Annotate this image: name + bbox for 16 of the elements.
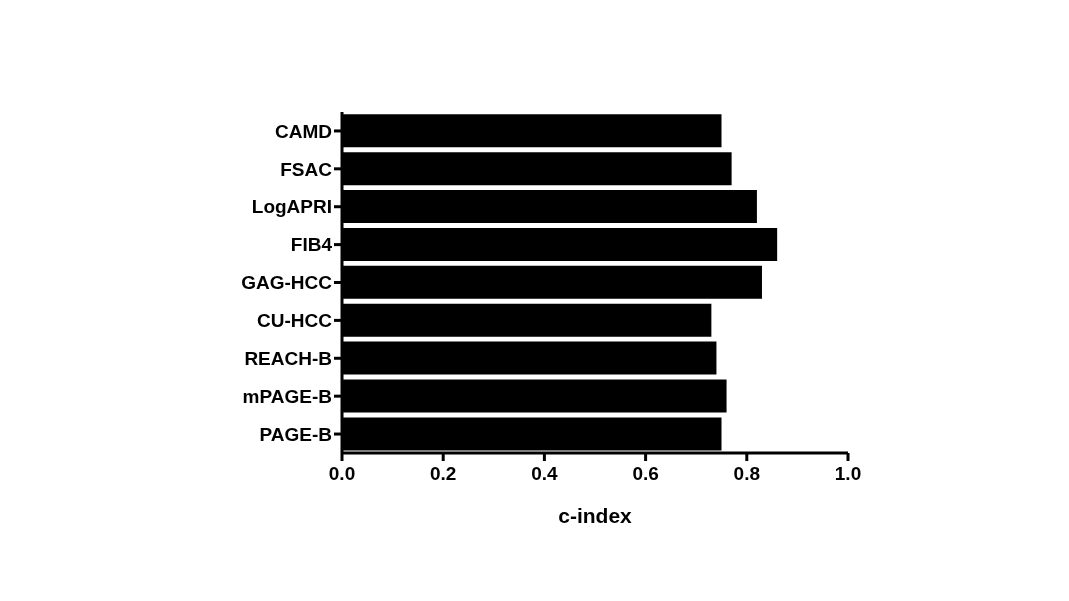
y-tick-label: CAMD	[275, 120, 332, 142]
y-tick-label: GAG-HCC	[241, 272, 333, 294]
y-tick-label: REACH-B	[244, 348, 332, 370]
x-tick-label: 0.6	[632, 463, 659, 485]
y-tick-label: FSAC	[280, 158, 333, 180]
y-tick-label: FIB4	[290, 234, 333, 256]
x-tick-label: 0.0	[328, 463, 356, 485]
y-tick-label: LogAPRI	[251, 196, 332, 218]
y-tick-label: CU-HCC	[257, 310, 333, 332]
x-tick-label: 1.0	[834, 463, 862, 485]
y-tick-label: mPAGE-B	[242, 385, 332, 407]
y-tick-label: PAGE-B	[259, 423, 332, 445]
x-tick-label: 0.4	[531, 463, 559, 485]
x-axis-title: c-index	[558, 504, 633, 527]
x-tick-label: 0.8	[733, 463, 761, 485]
x-tick-label: 0.2	[429, 463, 457, 485]
